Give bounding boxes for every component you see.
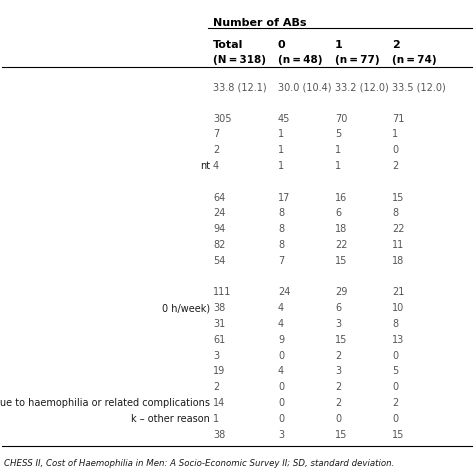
Text: 11: 11	[392, 240, 404, 250]
Text: 5: 5	[335, 129, 341, 139]
Text: 18: 18	[392, 256, 404, 266]
Text: 22: 22	[335, 240, 347, 250]
Text: 29: 29	[335, 287, 347, 297]
Text: 17: 17	[278, 192, 291, 202]
Text: 1: 1	[278, 145, 284, 155]
Text: 24: 24	[213, 209, 225, 219]
Text: 54: 54	[213, 256, 225, 266]
Text: 3: 3	[335, 366, 341, 376]
Text: 1: 1	[392, 129, 398, 139]
Text: 7: 7	[278, 256, 284, 266]
Text: 21: 21	[392, 287, 404, 297]
Text: 15: 15	[335, 335, 347, 345]
Text: 19: 19	[213, 366, 225, 376]
Text: 0: 0	[335, 414, 341, 424]
Text: 14: 14	[213, 398, 225, 408]
Text: 7: 7	[213, 129, 219, 139]
Text: 6: 6	[335, 303, 341, 313]
Text: 1: 1	[335, 161, 341, 171]
Text: Number of ABs: Number of ABs	[213, 18, 307, 28]
Text: 18: 18	[335, 224, 347, 234]
Text: CHESS II, Cost of Haemophilia in Men: A Socio-Economic Survey II; SD, standard d: CHESS II, Cost of Haemophilia in Men: A …	[4, 459, 394, 468]
Text: 0: 0	[278, 40, 286, 50]
Text: 1: 1	[213, 414, 219, 424]
Text: 10: 10	[392, 303, 404, 313]
Text: k due to haemophilia or related complications: k due to haemophilia or related complica…	[0, 398, 210, 408]
Text: 8: 8	[392, 319, 398, 329]
Text: 8: 8	[278, 224, 284, 234]
Text: 3: 3	[213, 351, 219, 361]
Text: k – other reason: k – other reason	[131, 414, 210, 424]
Text: 1: 1	[278, 129, 284, 139]
Text: 31: 31	[213, 319, 225, 329]
Text: 30.0 (10.4): 30.0 (10.4)	[278, 82, 331, 92]
Text: 2: 2	[213, 382, 219, 392]
Text: 0: 0	[278, 382, 284, 392]
Text: 15: 15	[392, 192, 404, 202]
Text: 9: 9	[278, 335, 284, 345]
Text: 2: 2	[335, 382, 341, 392]
Text: 13: 13	[392, 335, 404, 345]
Text: 2: 2	[392, 398, 398, 408]
Text: (n = 48): (n = 48)	[278, 55, 322, 65]
Text: 2: 2	[335, 351, 341, 361]
Text: 2: 2	[392, 161, 398, 171]
Text: 94: 94	[213, 224, 225, 234]
Text: 4: 4	[278, 366, 284, 376]
Text: 3: 3	[278, 429, 284, 439]
Text: nt: nt	[200, 161, 210, 171]
Text: 0: 0	[278, 398, 284, 408]
Text: (n = 77): (n = 77)	[335, 55, 380, 65]
Text: 33.5 (12.0): 33.5 (12.0)	[392, 82, 446, 92]
Text: 0 h/week): 0 h/week)	[162, 303, 210, 313]
Text: (N = 318): (N = 318)	[213, 55, 266, 65]
Text: 305: 305	[213, 114, 231, 124]
Text: 8: 8	[392, 209, 398, 219]
Text: (n = 74): (n = 74)	[392, 55, 437, 65]
Text: 15: 15	[392, 429, 404, 439]
Text: 1: 1	[335, 40, 343, 50]
Text: 15: 15	[335, 429, 347, 439]
Text: Total: Total	[213, 40, 243, 50]
Text: 3: 3	[335, 319, 341, 329]
Text: 0: 0	[278, 414, 284, 424]
Text: 111: 111	[213, 287, 231, 297]
Text: 2: 2	[392, 40, 400, 50]
Text: 5: 5	[392, 366, 398, 376]
Text: 61: 61	[213, 335, 225, 345]
Text: 0: 0	[392, 382, 398, 392]
Text: 38: 38	[213, 429, 225, 439]
Text: 33.2 (12.0): 33.2 (12.0)	[335, 82, 389, 92]
Text: 1: 1	[278, 161, 284, 171]
Text: 38: 38	[213, 303, 225, 313]
Text: 2: 2	[335, 398, 341, 408]
Text: 15: 15	[335, 256, 347, 266]
Text: 4: 4	[278, 303, 284, 313]
Text: 45: 45	[278, 114, 291, 124]
Text: 71: 71	[392, 114, 404, 124]
Text: 4: 4	[213, 161, 219, 171]
Text: 8: 8	[278, 240, 284, 250]
Text: 16: 16	[335, 192, 347, 202]
Text: 1: 1	[335, 145, 341, 155]
Text: 6: 6	[335, 209, 341, 219]
Text: 0: 0	[392, 145, 398, 155]
Text: 0: 0	[278, 351, 284, 361]
Text: 22: 22	[392, 224, 404, 234]
Text: 24: 24	[278, 287, 291, 297]
Text: 82: 82	[213, 240, 225, 250]
Text: 70: 70	[335, 114, 347, 124]
Text: 4: 4	[278, 319, 284, 329]
Text: 64: 64	[213, 192, 225, 202]
Text: 33.8 (12.1): 33.8 (12.1)	[213, 82, 266, 92]
Text: 0: 0	[392, 351, 398, 361]
Text: 0: 0	[392, 414, 398, 424]
Text: 2: 2	[213, 145, 219, 155]
Text: 8: 8	[278, 209, 284, 219]
